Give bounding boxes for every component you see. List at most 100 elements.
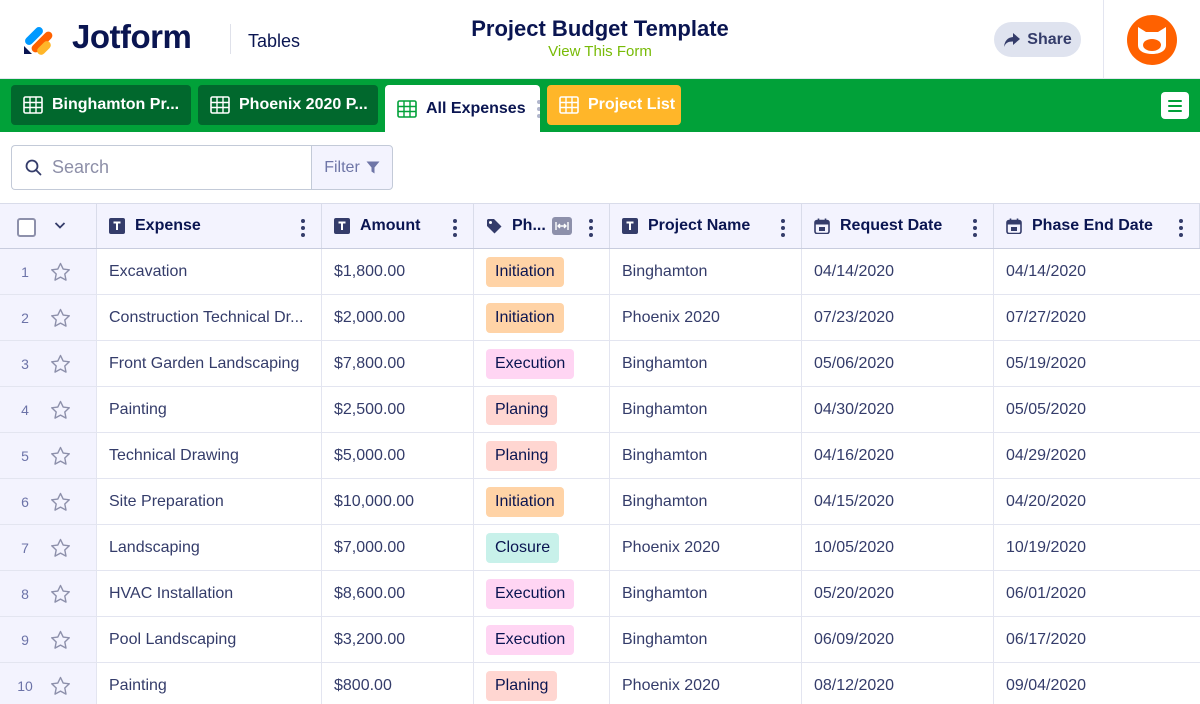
jotform-logo-icon[interactable] bbox=[22, 19, 56, 55]
project-name-cell[interactable]: Binghamton bbox=[610, 341, 802, 386]
request-date-cell[interactable]: 06/09/2020 bbox=[802, 617, 994, 662]
project-name-cell[interactable]: Binghamton bbox=[610, 433, 802, 478]
expense-cell[interactable]: Front Garden Landscaping bbox=[97, 341, 322, 386]
project-name-cell[interactable]: Binghamton bbox=[610, 571, 802, 616]
avatar[interactable] bbox=[1127, 15, 1177, 65]
phase-cell[interactable]: Execution bbox=[474, 617, 610, 662]
table-row[interactable]: 6 Site Preparation $10,000.00 Initiation… bbox=[0, 479, 1200, 525]
project-name-cell[interactable]: Phoenix 2020 bbox=[610, 295, 802, 340]
amount-cell[interactable]: $10,000.00 bbox=[322, 479, 474, 524]
expense-cell[interactable]: Technical Drawing bbox=[97, 433, 322, 478]
request-date-cell[interactable]: 04/16/2020 bbox=[802, 433, 994, 478]
tab-options-icon[interactable] bbox=[536, 99, 540, 118]
table-row[interactable]: 5 Technical Drawing $5,000.00 Planing Bi… bbox=[0, 433, 1200, 479]
expense-cell[interactable]: Pool Landscaping bbox=[97, 617, 322, 662]
expand-column-icon[interactable] bbox=[551, 217, 572, 235]
expense-cell[interactable]: Landscaping bbox=[97, 525, 322, 570]
search-input[interactable] bbox=[52, 157, 292, 178]
expense-cell[interactable]: Construction Technical Dr... bbox=[97, 295, 322, 340]
tab-phoenix-2020[interactable]: Phoenix 2020 P... bbox=[198, 85, 378, 125]
star-icon[interactable] bbox=[50, 630, 71, 650]
star-icon[interactable] bbox=[50, 262, 71, 282]
star-icon[interactable] bbox=[50, 308, 71, 328]
column-options-icon[interactable] bbox=[301, 219, 305, 237]
star-icon[interactable] bbox=[50, 584, 71, 604]
phase-cell[interactable]: Initiation bbox=[474, 295, 610, 340]
expense-cell[interactable]: HVAC Installation bbox=[97, 571, 322, 616]
column-header-phase-end-date[interactable]: Phase End Date bbox=[994, 204, 1200, 248]
request-date-cell[interactable]: 04/30/2020 bbox=[802, 387, 994, 432]
column-header-request-date[interactable]: Request Date bbox=[802, 204, 994, 248]
amount-cell[interactable]: $5,000.00 bbox=[322, 433, 474, 478]
phase-cell[interactable]: Execution bbox=[474, 571, 610, 616]
column-header-project-name[interactable]: Project Name bbox=[610, 204, 802, 248]
phase-cell[interactable]: Closure bbox=[474, 525, 610, 570]
table-row[interactable]: 4 Painting $2,500.00 Planing Binghamton … bbox=[0, 387, 1200, 433]
phase-end-date-cell[interactable]: 06/01/2020 bbox=[994, 571, 1200, 616]
project-name-cell[interactable]: Phoenix 2020 bbox=[610, 663, 802, 704]
column-header-amount[interactable]: Amount bbox=[322, 204, 474, 248]
logo-text[interactable]: Jotform bbox=[72, 18, 192, 55]
phase-end-date-cell[interactable]: 10/19/2020 bbox=[994, 525, 1200, 570]
phase-cell[interactable]: Planing bbox=[474, 387, 610, 432]
phase-end-date-cell[interactable]: 07/27/2020 bbox=[994, 295, 1200, 340]
phase-end-date-cell[interactable]: 05/05/2020 bbox=[994, 387, 1200, 432]
request-date-cell[interactable]: 05/06/2020 bbox=[802, 341, 994, 386]
column-options-icon[interactable] bbox=[1179, 219, 1183, 237]
project-name-cell[interactable]: Binghamton bbox=[610, 479, 802, 524]
amount-cell[interactable]: $8,600.00 bbox=[322, 571, 474, 616]
request-date-cell[interactable]: 08/12/2020 bbox=[802, 663, 994, 704]
star-icon[interactable] bbox=[50, 400, 71, 420]
phase-cell[interactable]: Initiation bbox=[474, 479, 610, 524]
column-options-icon[interactable] bbox=[589, 219, 593, 237]
table-row[interactable]: 2 Construction Technical Dr... $2,000.00… bbox=[0, 295, 1200, 341]
star-icon[interactable] bbox=[50, 538, 71, 558]
phase-end-date-cell[interactable]: 04/29/2020 bbox=[994, 433, 1200, 478]
star-icon[interactable] bbox=[50, 354, 71, 374]
amount-cell[interactable]: $3,200.00 bbox=[322, 617, 474, 662]
phase-end-date-cell[interactable]: 05/19/2020 bbox=[994, 341, 1200, 386]
phase-cell[interactable]: Planing bbox=[474, 663, 610, 704]
amount-cell[interactable]: $7,800.00 bbox=[322, 341, 474, 386]
column-options-icon[interactable] bbox=[781, 219, 785, 237]
hamburger-menu-icon[interactable] bbox=[1161, 92, 1189, 119]
phase-cell[interactable]: Execution bbox=[474, 341, 610, 386]
view-form-link[interactable]: View This Form bbox=[548, 43, 652, 60]
expense-cell[interactable]: Painting bbox=[97, 663, 322, 704]
project-name-cell[interactable]: Binghamton bbox=[610, 249, 802, 294]
table-row[interactable]: 1 Excavation $1,800.00 Initiation Bingha… bbox=[0, 249, 1200, 295]
star-icon[interactable] bbox=[50, 492, 71, 512]
column-header-phase[interactable]: Ph... bbox=[474, 204, 610, 248]
phase-end-date-cell[interactable]: 09/04/2020 bbox=[994, 663, 1200, 704]
phase-cell[interactable]: Initiation bbox=[474, 249, 610, 294]
amount-cell[interactable]: $800.00 bbox=[322, 663, 474, 704]
tab-all-expenses[interactable]: All Expenses bbox=[385, 85, 540, 132]
chevron-down-icon[interactable] bbox=[54, 221, 66, 230]
request-date-cell[interactable]: 04/15/2020 bbox=[802, 479, 994, 524]
column-options-icon[interactable] bbox=[453, 219, 457, 237]
expense-cell[interactable]: Excavation bbox=[97, 249, 322, 294]
star-icon[interactable] bbox=[50, 676, 71, 696]
project-name-cell[interactable]: Binghamton bbox=[610, 387, 802, 432]
project-name-cell[interactable]: Phoenix 2020 bbox=[610, 525, 802, 570]
request-date-cell[interactable]: 07/23/2020 bbox=[802, 295, 994, 340]
column-options-icon[interactable] bbox=[973, 219, 977, 237]
request-date-cell[interactable]: 10/05/2020 bbox=[802, 525, 994, 570]
tab-project-list[interactable]: Project List bbox=[547, 85, 681, 125]
tab-binghamton[interactable]: Binghamton Pr... bbox=[11, 85, 191, 125]
select-all-checkbox[interactable] bbox=[17, 218, 36, 237]
amount-cell[interactable]: $2,000.00 bbox=[322, 295, 474, 340]
phase-end-date-cell[interactable]: 06/17/2020 bbox=[994, 617, 1200, 662]
table-row[interactable]: 10 Painting $800.00 Planing Phoenix 2020… bbox=[0, 663, 1200, 704]
project-name-cell[interactable]: Binghamton bbox=[610, 617, 802, 662]
table-row[interactable]: 3 Front Garden Landscaping $7,800.00 Exe… bbox=[0, 341, 1200, 387]
table-row[interactable]: 7 Landscaping $7,000.00 Closure Phoenix … bbox=[0, 525, 1200, 571]
table-row[interactable]: 8 HVAC Installation $8,600.00 Execution … bbox=[0, 571, 1200, 617]
phase-end-date-cell[interactable]: 04/20/2020 bbox=[994, 479, 1200, 524]
expense-cell[interactable]: Painting bbox=[97, 387, 322, 432]
column-header-expense[interactable]: Expense bbox=[97, 204, 322, 248]
phase-cell[interactable]: Planing bbox=[474, 433, 610, 478]
request-date-cell[interactable]: 04/14/2020 bbox=[802, 249, 994, 294]
expense-cell[interactable]: Site Preparation bbox=[97, 479, 322, 524]
filter-button[interactable]: Filter bbox=[311, 145, 393, 190]
